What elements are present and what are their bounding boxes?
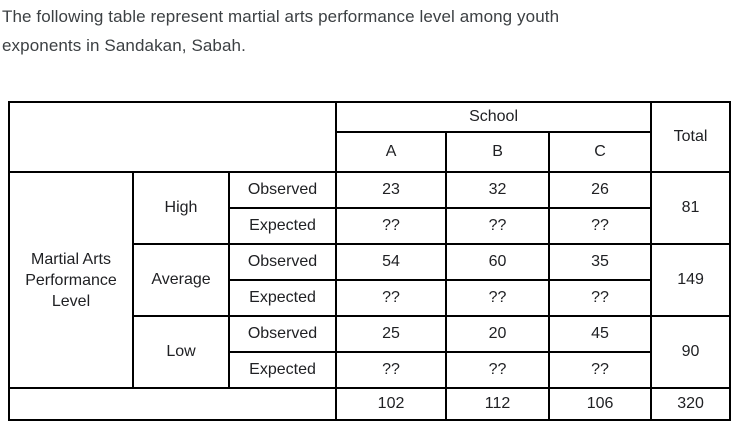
intro-text: The following table represent martial ar… (2, 2, 722, 60)
intro-text-line1: The following table represent martial ar… (2, 7, 560, 26)
metric-label-expected: Expected (227, 207, 338, 245)
corner-empty-cell (7, 101, 338, 173)
group-label-cell: Martial Arts Performance Level (8, 171, 134, 389)
cell-low-total: 90 (650, 315, 732, 389)
row-high-observed: Martial Arts Performance Level High Obse… (8, 171, 732, 389)
cell-low-observed-b: 20 (445, 315, 551, 353)
cell-high-observed-c: 26 (548, 171, 653, 209)
school-header-cell: School (335, 101, 653, 133)
cell-high-observed-b: 32 (445, 171, 551, 209)
level-label-high: High (132, 171, 230, 245)
cell-average-total: 149 (650, 243, 732, 317)
row-high-expected: Expected ?? ?? ?? (9, 207, 730, 245)
row-low-expected: Expected ?? ?? ?? (9, 351, 730, 389)
metric-label-observed: Observed (227, 171, 338, 209)
column-header-c: C (548, 131, 653, 173)
cell-average-expected-a: ?? (335, 279, 448, 317)
cell-high-expected-a: ?? (335, 207, 448, 245)
cell-low-expected-b: ?? (445, 351, 551, 389)
cell-column-total-c: 106 (548, 387, 653, 421)
cell-average-observed-c: 35 (548, 243, 653, 281)
cell-grand-total: 320 (650, 387, 732, 421)
cell-high-observed-a: 23 (335, 171, 448, 209)
cell-low-observed-c: 45 (548, 315, 653, 353)
row-low-observed: Low Observed 25 20 45 90 (9, 315, 732, 389)
cell-high-expected-b: ?? (445, 207, 551, 245)
footer-row-totals: 102 112 106 320 (7, 387, 732, 421)
cell-low-observed-a: 25 (335, 315, 448, 353)
cell-average-observed-a: 54 (335, 243, 448, 281)
cell-average-expected-c: ?? (548, 279, 653, 317)
column-header-b: B (445, 131, 551, 173)
header-row-school: School Total (7, 101, 732, 173)
contingency-table: School Total A B C Martial Arts Performa… (7, 101, 732, 421)
column-header-a: A (335, 131, 448, 173)
cell-high-expected-c: ?? (548, 207, 653, 245)
footer-empty-cell (7, 387, 338, 421)
row-average-observed: Average Observed 54 60 35 149 (9, 243, 732, 317)
cell-column-total-b: 112 (445, 387, 551, 421)
level-label-low: Low (132, 315, 230, 389)
cell-high-total: 81 (650, 171, 732, 245)
metric-label-observed: Observed (227, 243, 338, 281)
metric-label-expected: Expected (227, 279, 338, 317)
cell-average-expected-b: ?? (445, 279, 551, 317)
metric-label-expected: Expected (227, 351, 338, 389)
metric-label-observed: Observed (227, 315, 338, 353)
cell-average-observed-b: 60 (445, 243, 551, 281)
intro-text-line2: exponents in Sandakan, Sabah. (2, 36, 246, 55)
cell-low-expected-a: ?? (335, 351, 448, 389)
header-row-columns: A B C (9, 131, 730, 173)
total-header-cell: Total (650, 101, 732, 173)
cell-low-expected-c: ?? (548, 351, 653, 389)
cell-column-total-a: 102 (335, 387, 448, 421)
level-label-average: Average (132, 243, 230, 317)
row-average-expected: Expected ?? ?? ?? (9, 279, 730, 317)
